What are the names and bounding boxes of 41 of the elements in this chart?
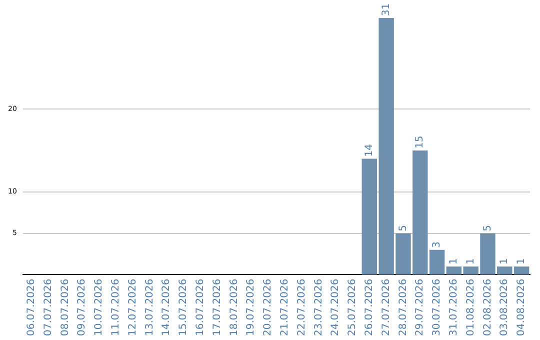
x-tick-label: 19.07.2026	[246, 278, 257, 336]
x-tick-label: 01.08.2026	[465, 278, 476, 336]
data-label: 1	[499, 258, 510, 264]
data-label: 5	[398, 224, 409, 232]
data-label: 1	[465, 258, 476, 264]
x-tick-label: 29.07.2026	[414, 278, 426, 336]
x-tick-label: 03.08.2026	[499, 278, 510, 336]
x-tick-label: 20.07.2026	[262, 278, 274, 336]
data-label: 15	[414, 136, 426, 149]
x-tick-label: 15.07.2026	[178, 278, 190, 336]
x-tick-label: 21.07.2026	[280, 278, 290, 336]
x-tick-label: 17.07.2026	[212, 278, 223, 336]
x-tick-label: 04.08.2026	[516, 278, 528, 336]
x-tick-label: 25.07.2026	[347, 278, 358, 336]
x-tick-label: 07.07.2026	[42, 278, 54, 336]
data-label: 1	[448, 258, 460, 264]
data-label: 14	[364, 144, 376, 157]
bar	[429, 250, 445, 275]
x-tick-label: 08.07.2026	[60, 278, 71, 336]
x-tick-label: 30.07.2026	[432, 278, 443, 336]
x-tick-label: 06.07.2026	[26, 278, 37, 336]
x-tick-label: 22.07.2026	[296, 278, 308, 336]
x-tick-label: 18.07.2026	[228, 278, 240, 336]
x-tick-label: 31.07.2026	[448, 278, 460, 336]
data-label: 3	[432, 242, 443, 248]
x-tick-label: 24.07.2026	[330, 278, 342, 336]
x-tick-label: 14.07.2026	[161, 278, 172, 336]
x-tick-label: 27.07.2026	[380, 278, 392, 336]
data-label: 5	[482, 224, 494, 232]
x-tick-label: 09.07.2026	[76, 278, 88, 336]
data-label: 31	[380, 3, 392, 16]
x-tick-label: 11.07.2026	[110, 278, 122, 336]
x-tick-label: 16.07.2026	[194, 278, 206, 336]
data-label: 1	[516, 258, 528, 264]
x-tick-label: 26.07.2026	[364, 278, 376, 336]
x-tick-label: 13.07.2026	[144, 278, 156, 336]
x-tick-label: 10.07.2026	[94, 278, 105, 336]
x-tick-label: 23.07.2026	[313, 278, 324, 336]
x-tick-label: 12.07.2026	[127, 278, 138, 336]
x-tick-label: 28.07.2026	[398, 278, 409, 336]
x-tick-label: 02.08.2026	[482, 278, 494, 336]
